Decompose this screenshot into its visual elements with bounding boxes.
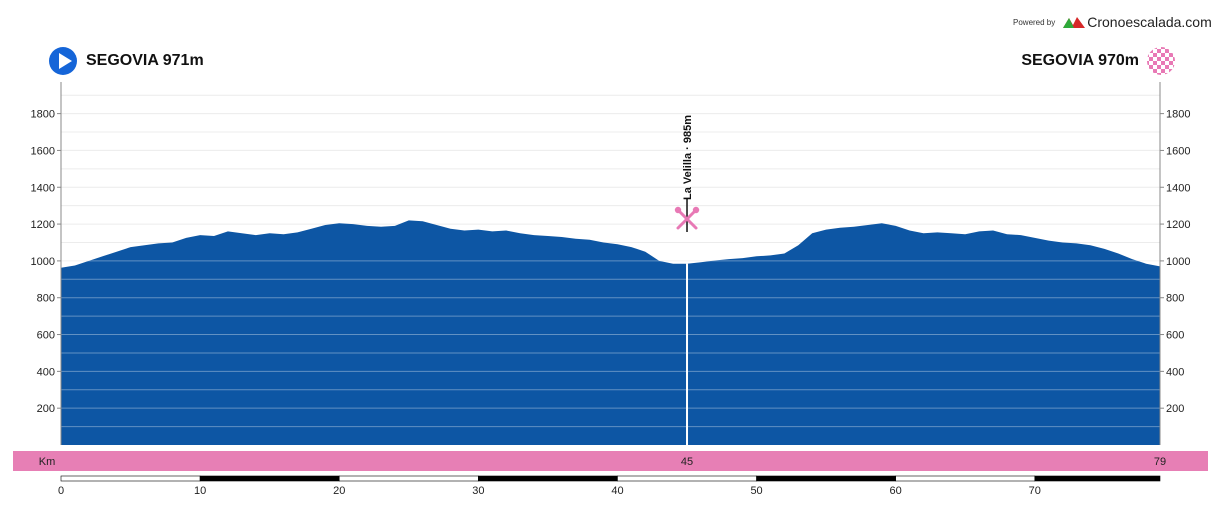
km-scale-segment <box>756 475 896 482</box>
km-tick-label: 30 <box>472 485 484 497</box>
y-tick-label-left: 600 <box>37 330 55 342</box>
km-band-label: 45 <box>681 456 693 468</box>
km-scale-segment <box>617 475 757 482</box>
y-tick-labels-left: 200 400 600 800 1000 1200 1400 1600 1800 <box>31 109 61 415</box>
waypoint-label: La Velilla · 985m <box>682 115 694 200</box>
y-tick-label-right: 400 <box>1166 366 1184 378</box>
km-scale-segment <box>338 475 479 482</box>
km-tick-label: 70 <box>1029 485 1041 497</box>
km-scale-segment <box>199 475 340 482</box>
feed-zone-icon <box>674 206 700 230</box>
km-scale-segment <box>1034 475 1161 482</box>
km-band-unit: Km <box>39 456 56 468</box>
y-tick-label-left: 800 <box>37 293 55 305</box>
km-scale: 0 10 20 30 40 50 60 70 <box>58 475 1161 497</box>
km-tick-label: 0 <box>58 485 64 497</box>
utensil-head-left <box>674 206 682 214</box>
y-tick-label-right: 1200 <box>1166 219 1190 231</box>
mountains-logo-icon <box>1063 17 1086 28</box>
checkered-flag-icon <box>1147 47 1175 75</box>
powered-by[interactable]: Powered by Cronoescalada.com <box>1013 12 1212 32</box>
powered-by-label: Powered by <box>1013 17 1056 27</box>
y-tick-label-left: 1200 <box>31 219 55 231</box>
start-label: SEGOVIA 971m <box>86 52 204 69</box>
y-tick-labels-right: 200 400 600 800 1000 1200 1400 1600 1800 <box>1160 109 1190 415</box>
y-tick-label-right: 1400 <box>1166 182 1190 194</box>
utensil-spoon <box>676 208 698 230</box>
start-play-icon <box>49 47 77 75</box>
y-tick-label-right: 200 <box>1166 403 1184 415</box>
waypoints: La Velilla · 985m <box>674 115 700 445</box>
km-tick-label: 20 <box>333 485 345 497</box>
km-tick-label: 10 <box>194 485 206 497</box>
km-band-label: 79 <box>1154 456 1166 468</box>
km-scale-segment <box>60 475 201 482</box>
y-tick-label-left: 1400 <box>31 182 55 194</box>
km-tick-label: 40 <box>611 485 623 497</box>
km-tick-label: 60 <box>890 485 902 497</box>
km-scale-segment <box>895 475 1036 482</box>
km-tick-label: 50 <box>750 485 762 497</box>
y-tick-label-right: 600 <box>1166 330 1184 342</box>
finish-marker: SEGOVIA 970m <box>1021 45 1177 77</box>
y-tick-label-right: 800 <box>1166 293 1184 305</box>
utensil-head-right <box>692 206 700 214</box>
y-tick-label-left: 1800 <box>31 109 55 121</box>
km-scale-segment <box>478 475 618 482</box>
y-tick-label-right: 1600 <box>1166 145 1190 157</box>
y-tick-label-left: 1000 <box>31 256 55 268</box>
y-tick-label-left: 200 <box>37 403 55 415</box>
km-band-bar <box>13 451 1208 471</box>
profile-area <box>61 220 1160 445</box>
y-tick-label-right: 1800 <box>1166 109 1190 121</box>
y-tick-label-left: 1600 <box>31 145 55 157</box>
brand-name: Cronoescalada.com <box>1087 14 1212 30</box>
km-band: Km 45 79 <box>13 451 1208 471</box>
y-tick-label-right: 1000 <box>1166 256 1190 268</box>
start-marker: SEGOVIA 971m <box>48 45 204 77</box>
y-tick-label-left: 400 <box>37 366 55 378</box>
grid-lines-overlay <box>61 260 1160 428</box>
finish-label: SEGOVIA 970m <box>1021 52 1139 69</box>
